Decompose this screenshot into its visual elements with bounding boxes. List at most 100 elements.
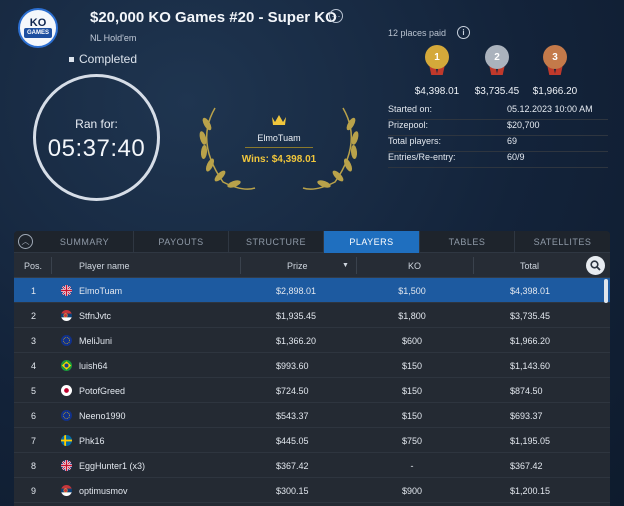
country-flag-icon bbox=[61, 485, 72, 496]
search-button[interactable] bbox=[586, 256, 605, 275]
cell-total: $1,966.20 bbox=[510, 335, 551, 346]
table-row[interactable]: 3 MeliJuni $1,366.20 $600 $1,966.20 bbox=[14, 328, 610, 353]
tournament-title: $20,000 KO Games #20 - Super KO bbox=[90, 9, 337, 26]
tab-players[interactable]: PLAYERS bbox=[324, 231, 420, 253]
players-list: 1 ElmoTuam $2,898.01 $1,500 $4,398.01 2 StfnJv… bbox=[14, 278, 610, 503]
cell-total: $693.37 bbox=[510, 410, 543, 421]
country-flag-icon bbox=[61, 335, 72, 346]
cell-total: $3,735.45 bbox=[510, 310, 551, 321]
country-flag-icon bbox=[61, 360, 72, 371]
stat-label: Prizepool: bbox=[388, 120, 429, 130]
tab-satellites[interactable]: SATELLITES bbox=[533, 237, 592, 247]
cell-prize: $445.05 bbox=[276, 435, 309, 446]
table-row[interactable]: 8 EggHunter1 (x3) $367.42 - $367.42 bbox=[14, 453, 610, 478]
cell-pos: 5 bbox=[31, 385, 37, 396]
cell-prize: $2,898.01 bbox=[276, 285, 317, 296]
cell-player-name: MeliJuni bbox=[79, 335, 113, 346]
cell-pos: 2 bbox=[31, 310, 37, 321]
cell-player-name: luish64 bbox=[79, 360, 108, 371]
second-place-amount: $3,735.45 bbox=[474, 86, 520, 97]
status-text: Completed bbox=[79, 52, 138, 66]
col-player-name[interactable]: Player name bbox=[79, 260, 130, 271]
tab-bar: ︿ SUMMARY PAYOUTS STRUCTURE PLAYERS TABL… bbox=[14, 231, 610, 253]
cell-total: $874.50 bbox=[510, 385, 543, 396]
country-flag-icon bbox=[61, 385, 72, 396]
cell-pos: 3 bbox=[31, 335, 37, 346]
tournament-stats: Started on: 05.12.2023 10:00 AM Prizepoo… bbox=[388, 104, 608, 168]
stat-prizepool: Prizepool: $20,700 bbox=[388, 120, 608, 136]
cell-prize: $367.42 bbox=[276, 460, 309, 471]
cell-prize: $543.37 bbox=[276, 410, 309, 421]
cell-pos: 8 bbox=[31, 460, 37, 471]
duration-ring: Ran for: 05:37:40 bbox=[33, 74, 160, 201]
cell-pos: 1 bbox=[31, 285, 37, 296]
col-total[interactable]: Total bbox=[520, 260, 540, 271]
search-icon bbox=[590, 260, 601, 271]
cell-total: $367.42 bbox=[510, 460, 543, 471]
tab-tables[interactable]: TABLES bbox=[420, 231, 515, 253]
duration-value: 05:37:40 bbox=[47, 135, 146, 162]
laurel-wreath-icon bbox=[199, 107, 359, 190]
tab-summary[interactable]: SUMMARY bbox=[36, 231, 134, 253]
stat-value: 05.12.2023 10:00 AM bbox=[507, 104, 593, 114]
table-row[interactable]: 1 ElmoTuam $2,898.01 $1,500 $4,398.01 bbox=[14, 278, 610, 303]
cell-ko: - bbox=[410, 460, 414, 471]
col-ko[interactable]: KO bbox=[408, 260, 422, 271]
players-panel: ︿ SUMMARY PAYOUTS STRUCTURE PLAYERS TABL… bbox=[14, 231, 610, 506]
stat-entries: Entries/Re-entry: 60/9 bbox=[388, 152, 608, 168]
scrollbar-thumb[interactable] bbox=[604, 279, 608, 303]
stat-total-players: Total players: 69 bbox=[388, 136, 608, 152]
medal-rank: 3 bbox=[543, 45, 567, 69]
cell-pos: 6 bbox=[31, 410, 37, 421]
cell-prize: $1,935.45 bbox=[276, 310, 317, 321]
cell-ko: $150 bbox=[401, 410, 423, 421]
table-row[interactable]: 2 StfnJvtc $1,935.45 $1,800 $3,735.45 bbox=[14, 303, 610, 328]
col-pos[interactable]: Pos. bbox=[24, 260, 43, 271]
table-row[interactable]: 6 Neeno1990 $543.37 $150 $693.37 bbox=[14, 403, 610, 428]
country-flag-icon bbox=[61, 310, 72, 321]
table-header: Pos. Player name Prize ▼ KO Total bbox=[14, 253, 610, 278]
stat-started: Started on: 05.12.2023 10:00 AM bbox=[388, 104, 608, 120]
silver-medal-icon: 2 bbox=[485, 45, 509, 77]
tournament-status: Completed bbox=[69, 52, 137, 66]
cell-prize: $300.15 bbox=[276, 485, 309, 496]
cell-ko: $150 bbox=[401, 385, 423, 396]
tab-payouts[interactable]: PAYOUTS bbox=[134, 231, 229, 253]
game-type: NL Hold'em bbox=[90, 33, 137, 43]
col-prize[interactable]: Prize bbox=[287, 253, 308, 278]
medal-rank: 1 bbox=[425, 45, 449, 69]
cell-ko: $750 bbox=[401, 435, 423, 446]
stat-label: Entries/Re-entry: bbox=[388, 152, 456, 162]
tab-structure[interactable]: STRUCTURE bbox=[229, 231, 324, 253]
col-prize-label: Prize bbox=[287, 260, 308, 271]
gold-medal-icon: 1 bbox=[425, 45, 449, 77]
sort-down-icon: ▼ bbox=[342, 262, 349, 269]
duration-label: Ran for: bbox=[75, 117, 118, 131]
cell-ko: $900 bbox=[401, 485, 423, 496]
crown-icon bbox=[272, 115, 286, 125]
winner-divider bbox=[245, 147, 313, 148]
info-icon[interactable]: i bbox=[457, 26, 470, 39]
collapse-button[interactable]: ︿ bbox=[18, 234, 33, 249]
ellipsis-icon: ⋯ bbox=[331, 10, 341, 21]
cell-player-name: StfnJvtc bbox=[79, 310, 112, 321]
more-options-button[interactable]: ⋯ bbox=[329, 9, 343, 23]
table-row[interactable]: 4 luish64 $993.60 $150 $1,143.60 bbox=[14, 353, 610, 378]
ko-games-logo: KO GAMES bbox=[18, 8, 58, 48]
cell-ko: $1,800 bbox=[398, 310, 426, 321]
cell-player-name: Neeno1990 bbox=[79, 410, 126, 421]
stat-value: 69 bbox=[507, 136, 518, 146]
cell-player-name: Phk16 bbox=[79, 435, 105, 446]
first-place-amount: $4,398.01 bbox=[414, 86, 460, 97]
medal-rank: 2 bbox=[485, 45, 509, 69]
winner-winnings: Wins: $4,398.01 bbox=[241, 154, 317, 165]
table-row[interactable]: 9 optimusmov $300.15 $900 $1,200.15 bbox=[14, 478, 610, 503]
country-flag-icon bbox=[61, 410, 72, 421]
stat-value: 60/9 bbox=[507, 152, 525, 162]
logo-ko-text: KO bbox=[29, 17, 47, 29]
chevron-up-icon: ︿ bbox=[21, 237, 30, 246]
cell-prize: $1,366.20 bbox=[276, 335, 317, 346]
table-row[interactable]: 7 Phk16 $445.05 $750 $1,195.05 bbox=[14, 428, 610, 453]
stat-label: Total players: bbox=[388, 136, 442, 146]
table-row[interactable]: 5 PotofGreed $724.50 $150 $874.50 bbox=[14, 378, 610, 403]
